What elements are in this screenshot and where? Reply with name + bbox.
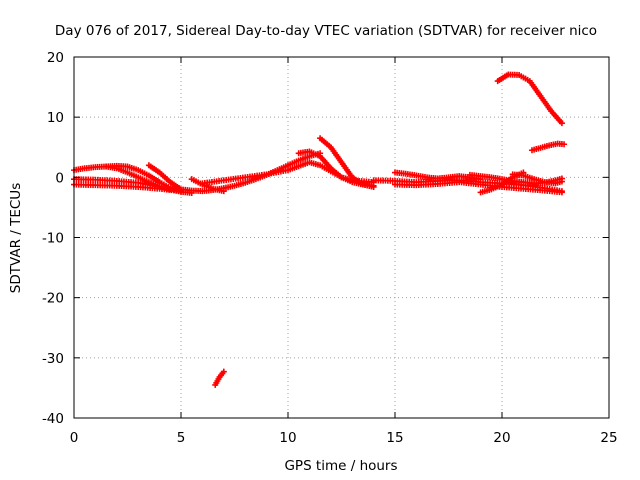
y-tick-label: -10 <box>42 231 64 247</box>
series-track-4 <box>103 163 174 193</box>
data-point <box>561 141 568 148</box>
x-tick-label: 10 <box>279 430 296 446</box>
x-tick-label: 5 <box>177 430 186 446</box>
series-track-18 <box>528 140 568 154</box>
x-axis-label: GPS time / hours <box>284 458 397 474</box>
data-point <box>167 186 174 193</box>
data-series <box>71 71 568 388</box>
y-tick-label: -30 <box>42 351 64 367</box>
y-tick-label: -40 <box>42 411 64 427</box>
data-point <box>558 189 565 196</box>
series-track-9 <box>295 148 377 189</box>
y-axis-label: SDTVAR / TECUs <box>8 183 24 293</box>
series-track-7 <box>188 176 227 195</box>
data-point <box>220 188 227 195</box>
x-tick-labels: 0 5 10 15 20 25 <box>70 430 618 446</box>
y-tick-label: -20 <box>42 291 64 307</box>
data-point <box>558 178 565 185</box>
x-tick-label: 0 <box>70 430 79 446</box>
series-track-16 <box>509 171 565 187</box>
y-tick-label: 0 <box>55 170 64 186</box>
axis-ticks <box>73 56 610 419</box>
x-tick-label: 25 <box>600 430 617 446</box>
y-tick-label: 10 <box>47 110 64 126</box>
y-tick-labels: 20 10 0 -10 -20 -30 -40 <box>42 50 64 427</box>
y-tick-label: 20 <box>47 50 64 66</box>
data-point <box>220 368 227 375</box>
grid <box>74 57 609 418</box>
x-tick-label: 15 <box>386 430 403 446</box>
chart-title: Day 076 of 2017, Sidereal Day-to-day VTE… <box>55 23 597 39</box>
data-point <box>370 182 377 189</box>
series-track-17 <box>494 71 565 127</box>
x-tick-label: 20 <box>493 430 510 446</box>
data-point <box>558 120 565 127</box>
series-track-10 <box>212 368 227 388</box>
